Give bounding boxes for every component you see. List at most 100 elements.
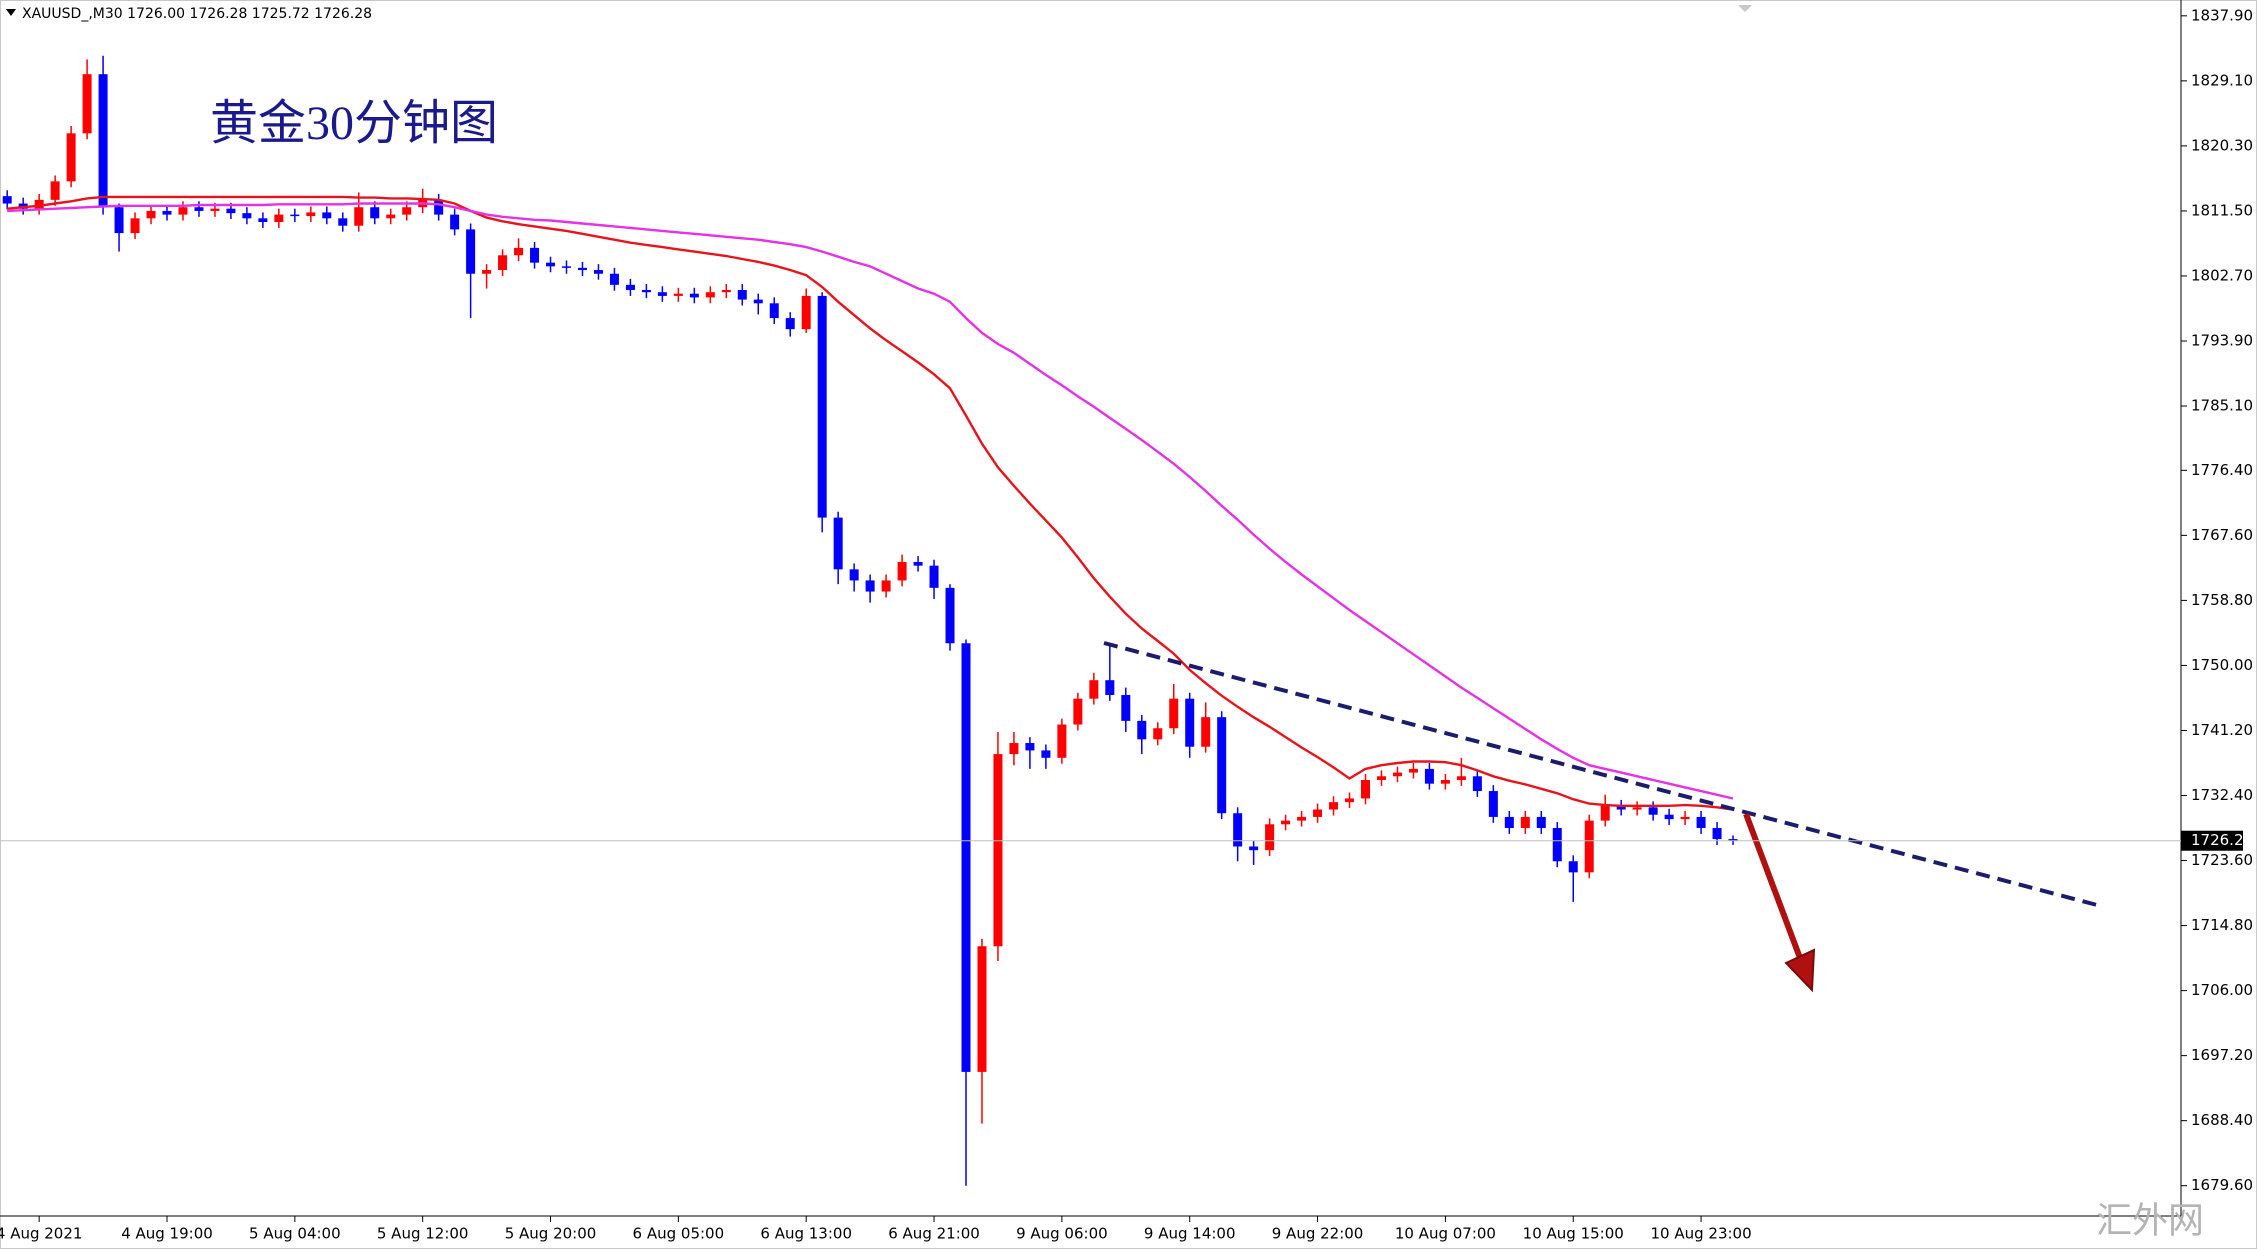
candle-body bbox=[162, 210, 172, 215]
candle-body bbox=[609, 273, 619, 285]
candle-body bbox=[1648, 807, 1658, 815]
x-tick-label: 9 Aug 14:00 bbox=[1144, 1225, 1236, 1243]
x-tick-label: 6 Aug 21:00 bbox=[888, 1225, 980, 1243]
last-price-label: 1726.28 bbox=[2191, 831, 2253, 849]
candle-body bbox=[530, 247, 540, 263]
candle-body bbox=[849, 569, 859, 581]
candle-body bbox=[178, 207, 188, 215]
watermark: 汇外网 bbox=[2096, 1200, 2204, 1240]
moving-average bbox=[7, 202, 1734, 800]
x-tick-label: 9 Aug 22:00 bbox=[1272, 1225, 1364, 1243]
y-tick-label: 1706.00 bbox=[2191, 981, 2253, 999]
candle-body bbox=[386, 214, 396, 219]
candle-body bbox=[322, 212, 332, 219]
y-tick-label: 1837.90 bbox=[2191, 6, 2253, 24]
moving-average bbox=[7, 195, 1734, 811]
y-tick-label: 1714.80 bbox=[2191, 916, 2253, 934]
candle-body bbox=[657, 292, 667, 296]
y-tick-label: 1688.40 bbox=[2191, 1111, 2253, 1129]
candle-body bbox=[993, 754, 1003, 947]
candle-body bbox=[929, 565, 939, 588]
candle-body bbox=[1345, 798, 1355, 803]
chart-title: 黄金30分钟图 bbox=[210, 97, 498, 150]
y-tick-label: 1811.50 bbox=[2191, 201, 2253, 219]
y-tick-label: 1802.70 bbox=[2191, 266, 2253, 284]
candle-body bbox=[1041, 750, 1051, 758]
candle-body bbox=[562, 266, 571, 268]
candle-body bbox=[34, 199, 44, 209]
candle-body bbox=[945, 587, 955, 644]
y-tick-label: 1679.60 bbox=[2191, 1176, 2253, 1194]
candle-body bbox=[1201, 717, 1211, 747]
candle-body bbox=[1392, 772, 1402, 777]
candle-body bbox=[881, 580, 891, 592]
x-tick-label: 9 Aug 06:00 bbox=[1016, 1225, 1108, 1243]
candle-body bbox=[785, 318, 795, 330]
candle-body bbox=[1552, 828, 1562, 862]
y-tick-label: 1776.40 bbox=[2191, 461, 2253, 479]
candle-body bbox=[1073, 698, 1083, 725]
candle-body bbox=[1233, 813, 1243, 847]
y-tick-label: 1767.60 bbox=[2191, 526, 2253, 544]
candle-body bbox=[194, 207, 204, 211]
candle-body bbox=[833, 517, 843, 570]
candle-body bbox=[689, 293, 699, 298]
candle-body bbox=[514, 247, 524, 256]
candle-body bbox=[354, 207, 364, 226]
y-tick-label: 1750.00 bbox=[2191, 656, 2253, 674]
candle-body bbox=[1057, 724, 1067, 758]
y-tick-label: 1820.30 bbox=[2191, 136, 2253, 154]
candle-body bbox=[1680, 816, 1690, 820]
candle-body bbox=[434, 199, 444, 215]
y-tick-label: 1723.60 bbox=[2191, 851, 2253, 869]
y-tick-label: 1741.20 bbox=[2191, 721, 2253, 739]
candle-body bbox=[290, 214, 300, 217]
candle-body bbox=[1137, 720, 1147, 740]
candle-body bbox=[1568, 861, 1578, 873]
candle-body bbox=[2, 196, 12, 204]
candle-body bbox=[753, 299, 763, 304]
candle-body bbox=[1696, 816, 1706, 829]
candle-body bbox=[1440, 779, 1450, 784]
candle-body bbox=[1361, 779, 1370, 799]
candle-body bbox=[258, 218, 268, 223]
x-tick-label: 5 Aug 20:00 bbox=[505, 1225, 597, 1243]
candle-body bbox=[1408, 768, 1418, 773]
candle-body bbox=[1520, 816, 1530, 829]
x-tick-label: 10 Aug 15:00 bbox=[1523, 1225, 1624, 1243]
arrow-head bbox=[1784, 948, 1816, 993]
candle-body bbox=[274, 214, 284, 223]
candle-body bbox=[1616, 805, 1626, 810]
header-arrow bbox=[6, 9, 16, 16]
x-tick-label: 5 Aug 04:00 bbox=[249, 1225, 341, 1243]
candle-body bbox=[1329, 802, 1339, 810]
last-price-box bbox=[2181, 830, 2243, 851]
candle-body bbox=[1217, 717, 1227, 814]
candle-body bbox=[114, 207, 124, 234]
candle-body bbox=[146, 210, 156, 219]
candle-body bbox=[1169, 698, 1179, 729]
candle-body bbox=[1281, 820, 1291, 825]
candle-body bbox=[577, 267, 587, 271]
candle-body bbox=[402, 207, 412, 215]
candle-body bbox=[1424, 768, 1434, 784]
candle-body bbox=[673, 293, 683, 296]
candle-body bbox=[705, 292, 715, 298]
candle-body bbox=[546, 262, 556, 267]
candle-body bbox=[1712, 828, 1722, 840]
candle-body bbox=[913, 561, 923, 566]
candle-body bbox=[1265, 824, 1275, 851]
y-tick-label: 1829.10 bbox=[2191, 71, 2253, 89]
x-tick-label: 5 Aug 12:00 bbox=[377, 1225, 469, 1243]
x-tick-label: 10 Aug 07:00 bbox=[1395, 1225, 1496, 1243]
plot bbox=[2, 55, 1738, 1186]
candle-body bbox=[1664, 814, 1674, 820]
candle-body bbox=[450, 214, 460, 230]
x-tick-label: 6 Aug 05:00 bbox=[633, 1225, 725, 1243]
candle-body bbox=[1153, 728, 1163, 740]
y-tick-label: 1785.10 bbox=[2191, 397, 2253, 415]
candle-body bbox=[769, 303, 779, 319]
candle-body bbox=[98, 74, 108, 208]
